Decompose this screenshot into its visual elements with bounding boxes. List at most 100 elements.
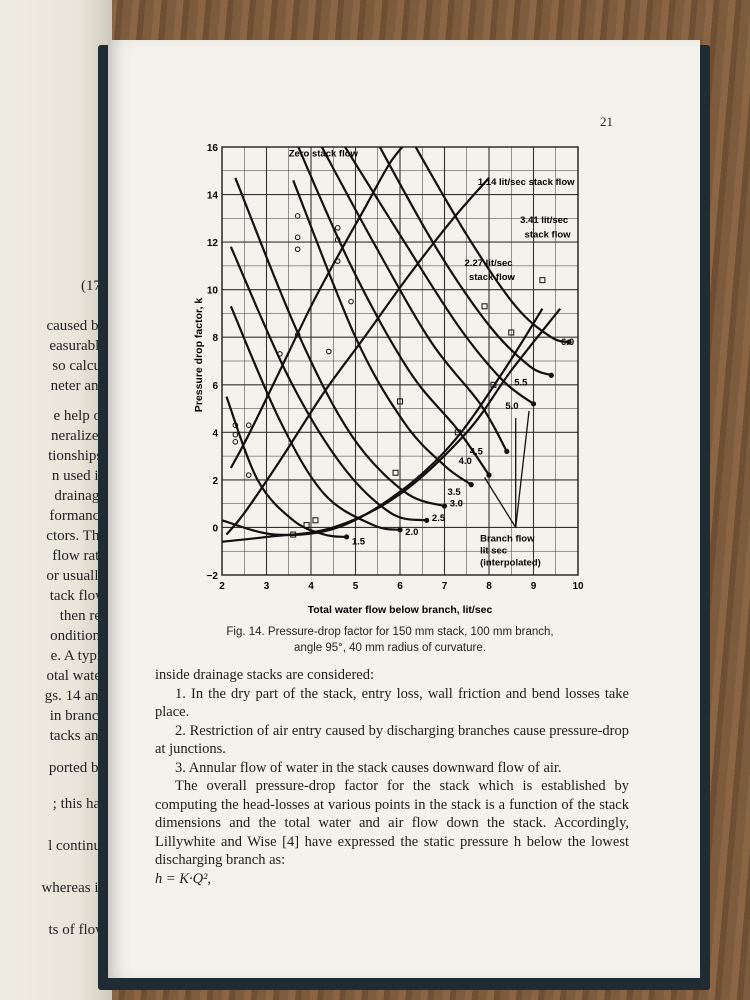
left-page-line: tack flow — [49, 588, 106, 604]
curve-label: 5.0 — [505, 401, 518, 412]
series-line — [292, 179, 472, 486]
data-point-circle — [294, 332, 301, 338]
x-axis-label: Total water flow below branch, lit/sec — [308, 604, 493, 616]
caption-line-2: angle 95°, 40 mm radius of curvature. — [294, 642, 486, 654]
series-line — [222, 308, 544, 537]
y-tick-label: 14 — [207, 191, 219, 202]
data-point-circle — [348, 298, 354, 305]
data-point-circle — [232, 431, 239, 438]
body-text: inside drainage stacks are considered: 1… — [155, 666, 629, 888]
left-page-line: caused by — [46, 318, 106, 334]
data-point-square — [481, 303, 488, 310]
left-page-line: formance — [49, 508, 106, 524]
chart-annotation: (interpolated) — [480, 557, 541, 568]
formula: h = K·Q², — [155, 870, 212, 887]
y-tick-label: 6 — [212, 381, 218, 392]
y-axis-label: Pressure drop factor, k — [193, 298, 205, 413]
x-tick-label: 8 — [486, 581, 492, 592]
data-point-circle — [326, 348, 332, 355]
left-page-line: e help of — [53, 408, 106, 424]
chart-annotation: 2.27 lit/sec — [465, 258, 513, 269]
body-paragraph: The overall pressure-drop factor for the… — [155, 778, 629, 868]
x-tick-label: 3 — [264, 581, 270, 592]
left-page-line: neralized — [51, 428, 106, 444]
x-tick-label: 9 — [531, 581, 537, 592]
data-point-square — [303, 522, 310, 529]
data-point-circle — [334, 225, 341, 231]
curve-end-marker — [424, 517, 430, 523]
x-tick-label: 2 — [219, 581, 225, 592]
plot-frame — [221, 146, 579, 576]
list-item-1: 1. In the dry part of the stack, entry l… — [155, 685, 629, 721]
curve-end-marker — [548, 372, 554, 378]
y-tick-label: 2 — [212, 476, 218, 487]
left-page-line: flow rate — [52, 548, 106, 564]
left-page-line: easurable — [49, 338, 106, 354]
left-page-line: so calcu- — [52, 358, 106, 374]
pressure-drop-chart: 2 3 4 5 6 7 8 9 10 −2 0 2 4 6 8 10 12 14 16 Pressure drop … — [193, 143, 584, 616]
series-line — [229, 246, 427, 522]
left-page-line: e. A typi- — [50, 648, 106, 664]
right-page — [108, 40, 700, 978]
left-page-line: drainage — [54, 488, 106, 504]
series-line — [414, 147, 570, 344]
curve-label: 3.5 — [448, 487, 462, 498]
left-page-line: otal water — [46, 668, 106, 684]
body-intro: inside drainage stacks are considered: — [155, 667, 375, 683]
chart-annotation: 1.14 lit/sec stack flow — [478, 177, 575, 188]
left-page-line: (17) — [81, 278, 106, 294]
chart-annotation: Branch flow — [480, 534, 535, 545]
data-point-circle — [294, 234, 301, 241]
y-tick-label: 12 — [207, 238, 219, 249]
left-page-line: l continu- — [48, 838, 106, 854]
left-page-line: onditions — [50, 628, 106, 644]
chart-annotations: 1.52.02.53.03.54.04.55.05.56.0Zero stack… — [232, 149, 575, 568]
data-point-circle — [334, 258, 341, 264]
left-page-line: then re- — [59, 608, 106, 624]
left-page-line: or usually — [46, 568, 106, 584]
series-line — [225, 396, 347, 539]
chart-annotation: lit sec — [480, 546, 507, 557]
left-page-line: ts of flow — [48, 922, 107, 938]
curve-end-marker — [530, 401, 537, 407]
data-point-circle — [334, 236, 341, 243]
left-page-line: in branch — [49, 708, 106, 724]
left-page-line: tacks and — [49, 728, 106, 744]
curve-label: 4.0 — [459, 456, 472, 467]
chart-tick-labels: 2 3 4 5 6 7 8 9 10 −2 0 2 4 6 8 10 12 14 16 — [207, 143, 584, 592]
x-tick-label: 5 — [353, 581, 359, 592]
data-point-circle — [245, 472, 252, 478]
y-tick-label: 4 — [212, 428, 218, 439]
left-page-line: n used in — [51, 468, 106, 484]
left-page-line: ctors. The — [46, 528, 106, 544]
figure-caption: Fig. 14. Pressure-drop factor for 150 mm… — [170, 624, 610, 656]
data-point-square — [508, 329, 515, 336]
left-page-line: ; this has — [52, 796, 106, 812]
series-line — [229, 305, 401, 531]
curve-label: 1.5 — [352, 537, 366, 548]
y-tick-label: 16 — [207, 143, 219, 154]
series-line — [229, 147, 404, 469]
left-page-line: tionships. — [48, 448, 106, 464]
chart-series — [222, 147, 570, 543]
list-item-3: 3. Annular flow of water in the stack ca… — [175, 759, 562, 776]
data-point-square — [397, 398, 403, 405]
series-line — [343, 147, 535, 405]
list-item-2: 2. Restriction of air entry caused by di… — [155, 722, 629, 758]
x-tick-label: 4 — [308, 581, 314, 592]
chart-annotation: stack flow — [525, 229, 572, 240]
curve-end-marker — [468, 482, 474, 488]
curve-label: 2.0 — [405, 527, 418, 538]
annotation-arrow — [515, 410, 530, 528]
x-tick-label: 7 — [442, 581, 448, 592]
curve-label: 5.5 — [514, 377, 528, 388]
data-point-circle — [232, 422, 239, 429]
y-tick-label: 8 — [212, 333, 218, 344]
data-point-circle — [232, 439, 239, 445]
left-page: (17) caused by easurable so calcu-neter and… — [0, 0, 112, 1000]
x-tick-label: 10 — [572, 581, 584, 592]
annotation-arrow — [483, 477, 517, 528]
series-line — [378, 147, 552, 377]
curve-end-marker — [504, 448, 510, 454]
left-page-line: ported by — [48, 760, 106, 776]
